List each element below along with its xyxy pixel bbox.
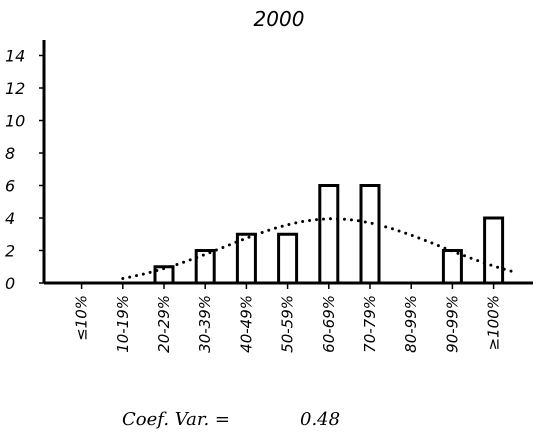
coef-var-label: Coef. Var. = [122,409,230,430]
y-tick-label: 4 [5,209,15,228]
y-axis-ticks: 0 2 4 6 8 10 12 14 [5,47,44,293]
bar [483,216,505,285]
x-axis-ticks: ≤10% 10-19% 20-29% 30-39% 40-49% 50-59% 60-69%… [73,283,503,353]
bar [277,232,299,285]
bar [441,249,463,285]
x-tick-label: 40-49% [237,295,255,353]
fit-curve [121,217,514,280]
bar [359,184,381,285]
chart-title: 2000 [254,7,305,31]
bar [235,232,257,285]
y-tick-label: 12 [5,79,25,98]
bar [318,184,340,285]
x-tick-label: 90-99% [443,295,461,353]
bar [194,249,216,285]
y-tick-label: 10 [5,112,25,131]
coef-var-value: 0.48 [300,409,340,430]
y-tick-label: 8 [5,144,15,163]
y-tick-label: 6 [5,177,15,196]
x-tick-label: 20-29% [155,295,173,353]
bars-group [153,184,505,285]
x-tick-label: 70-79% [361,295,379,353]
y-tick-label: 14 [5,47,25,66]
x-tick-label: ≥100% [485,295,503,350]
y-tick-label: 2 [5,242,15,261]
x-tick-label: 60-69% [320,295,338,353]
y-tick-label: 0 [5,274,15,293]
x-tick-label: 80-99% [402,295,420,353]
x-tick-label: 50-59% [279,295,297,353]
x-tick-label: 10-19% [114,295,132,353]
x-tick-label: ≤10% [73,295,91,341]
x-tick-label: 30-39% [196,295,214,353]
